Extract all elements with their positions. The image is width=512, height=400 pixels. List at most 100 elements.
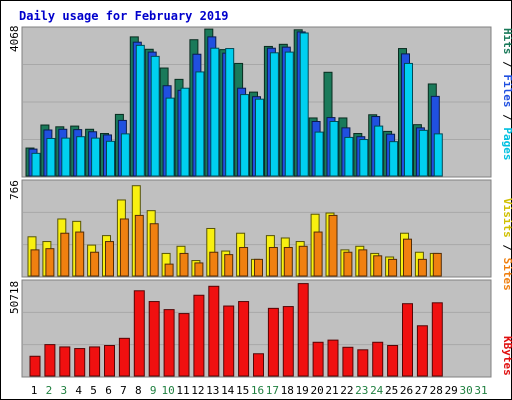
bar-kbytes-day-18 [282,306,294,377]
bar-pages-day-17 [269,52,279,177]
bar-pages-day-13 [210,47,220,177]
x-tick-label-10: 10 [161,384,174,397]
bar-kbytes-day-7 [118,337,130,377]
bar-kbytes-day-20 [312,341,324,377]
bar-sites-day-20 [313,231,323,277]
bar-kbytes-day-12 [193,294,205,377]
bar-kbytes-day-14 [223,305,235,377]
bar-sites-day-6 [105,241,114,277]
bar-pages-day-15 [240,94,250,177]
bar-pages-day-18 [284,51,294,177]
legend-panel1: Hits / Files / Pages [501,28,512,161]
bar-kbytes-day-24 [372,341,384,377]
panel3-ymax-label: 50718 [8,281,21,314]
bar-pages-day-2 [46,137,56,177]
bar-sites-day-7 [119,218,129,277]
bar-kbytes-day-11 [178,313,190,377]
x-tick-label-4: 4 [75,384,82,397]
bar-kbytes-day-2 [44,344,56,377]
x-tick-label-31: 31 [474,384,487,397]
bar-pages-day-24 [374,125,384,177]
x-tick-label-28: 28 [430,384,443,397]
bar-sites-day-27 [417,258,427,277]
bar-pages-day-14 [225,48,235,177]
legend-files: Files [501,74,512,107]
bar-pages-day-12 [195,71,205,177]
bar-sites-day-28 [432,252,442,277]
bar-kbytes-day-22 [342,346,354,377]
bar-sites-day-2 [45,248,55,277]
legend-kbytes: KBytes [501,336,512,376]
bar-pages-day-27 [418,129,428,177]
bar-pages-day-20 [314,131,324,177]
x-tick-label-30: 30 [459,384,472,397]
bar-pages-day-9 [150,55,160,177]
x-tick-label-8: 8 [135,384,142,397]
x-tick-label-26: 26 [400,384,413,397]
bar-pages-day-19 [299,32,309,177]
chart-marks [23,28,490,377]
bar-sites-day-8 [134,214,144,277]
bar-kbytes-day-28 [431,302,443,377]
bar-kbytes-day-16 [253,353,264,377]
bar-kbytes-day-3 [59,346,71,377]
bar-pages-day-28 [433,133,443,177]
legend-pages: Pages [501,127,512,160]
bar-sites-day-15 [239,246,249,277]
x-tick-label-15: 15 [236,384,249,397]
bar-sites-day-12 [194,262,204,277]
bar-sites-day-13 [209,251,219,277]
bar-sites-day-16 [254,258,263,277]
bar-kbytes-day-8 [133,290,145,377]
x-tick-label-18: 18 [281,384,294,397]
x-tick-label-6: 6 [105,384,112,397]
bar-pages-day-3 [61,137,71,177]
bar-pages-day-4 [76,136,86,177]
x-tick-label-7: 7 [120,384,127,397]
bar-sites-day-26 [403,238,412,277]
bar-kbytes-day-21 [327,339,339,377]
bar-pages-day-11 [180,87,190,177]
x-tick-label-24: 24 [370,384,384,397]
bar-kbytes-day-4 [74,348,86,377]
bar-pages-day-10 [165,97,175,177]
bar-pages-day-21 [329,120,339,177]
x-tick-label-14: 14 [221,384,235,397]
legend-visits: Visits [501,198,512,238]
legend-sites: Sites [501,258,512,291]
bar-kbytes-day-27 [416,325,428,377]
legend-hits: Hits [501,28,512,55]
x-tick-label-5: 5 [90,384,97,397]
bar-pages-day-22 [344,136,354,177]
bar-kbytes-day-17 [267,307,279,377]
bar-kbytes-day-10 [163,309,175,377]
x-tick-label-21: 21 [325,384,338,397]
bar-pages-day-1 [31,152,41,177]
bar-pages-day-25 [389,141,399,177]
x-tick-label-17: 17 [266,384,279,397]
bar-kbytes-day-13 [208,285,220,377]
bar-kbytes-day-23 [357,349,369,377]
bar-sites-day-14 [224,254,234,277]
x-tick-label-19: 19 [296,384,309,397]
x-tick-label-27: 27 [415,384,428,397]
bar-kbytes-day-5 [89,346,101,377]
bar-kbytes-day-19 [297,283,309,377]
chart-title: Daily usage for February 2019 [19,9,229,23]
bar-kbytes-day-15 [238,301,250,377]
visits-sites-panel [21,179,492,278]
bar-sites-day-22 [343,251,353,277]
bar-pages-day-26 [404,62,413,177]
bar-pages-day-8 [135,44,145,177]
x-tick-label-29: 29 [445,384,458,397]
x-tick-label-25: 25 [385,384,398,397]
bar-sites-day-23 [358,249,368,277]
bar-sites-day-5 [90,251,100,277]
bar-kbytes-day-6 [104,344,115,377]
x-tick-label-2: 2 [46,384,53,397]
bar-sites-day-9 [149,223,159,277]
x-tick-label-13: 13 [206,384,219,397]
bar-sites-day-1 [30,249,40,277]
bar-pages-day-5 [91,137,101,177]
